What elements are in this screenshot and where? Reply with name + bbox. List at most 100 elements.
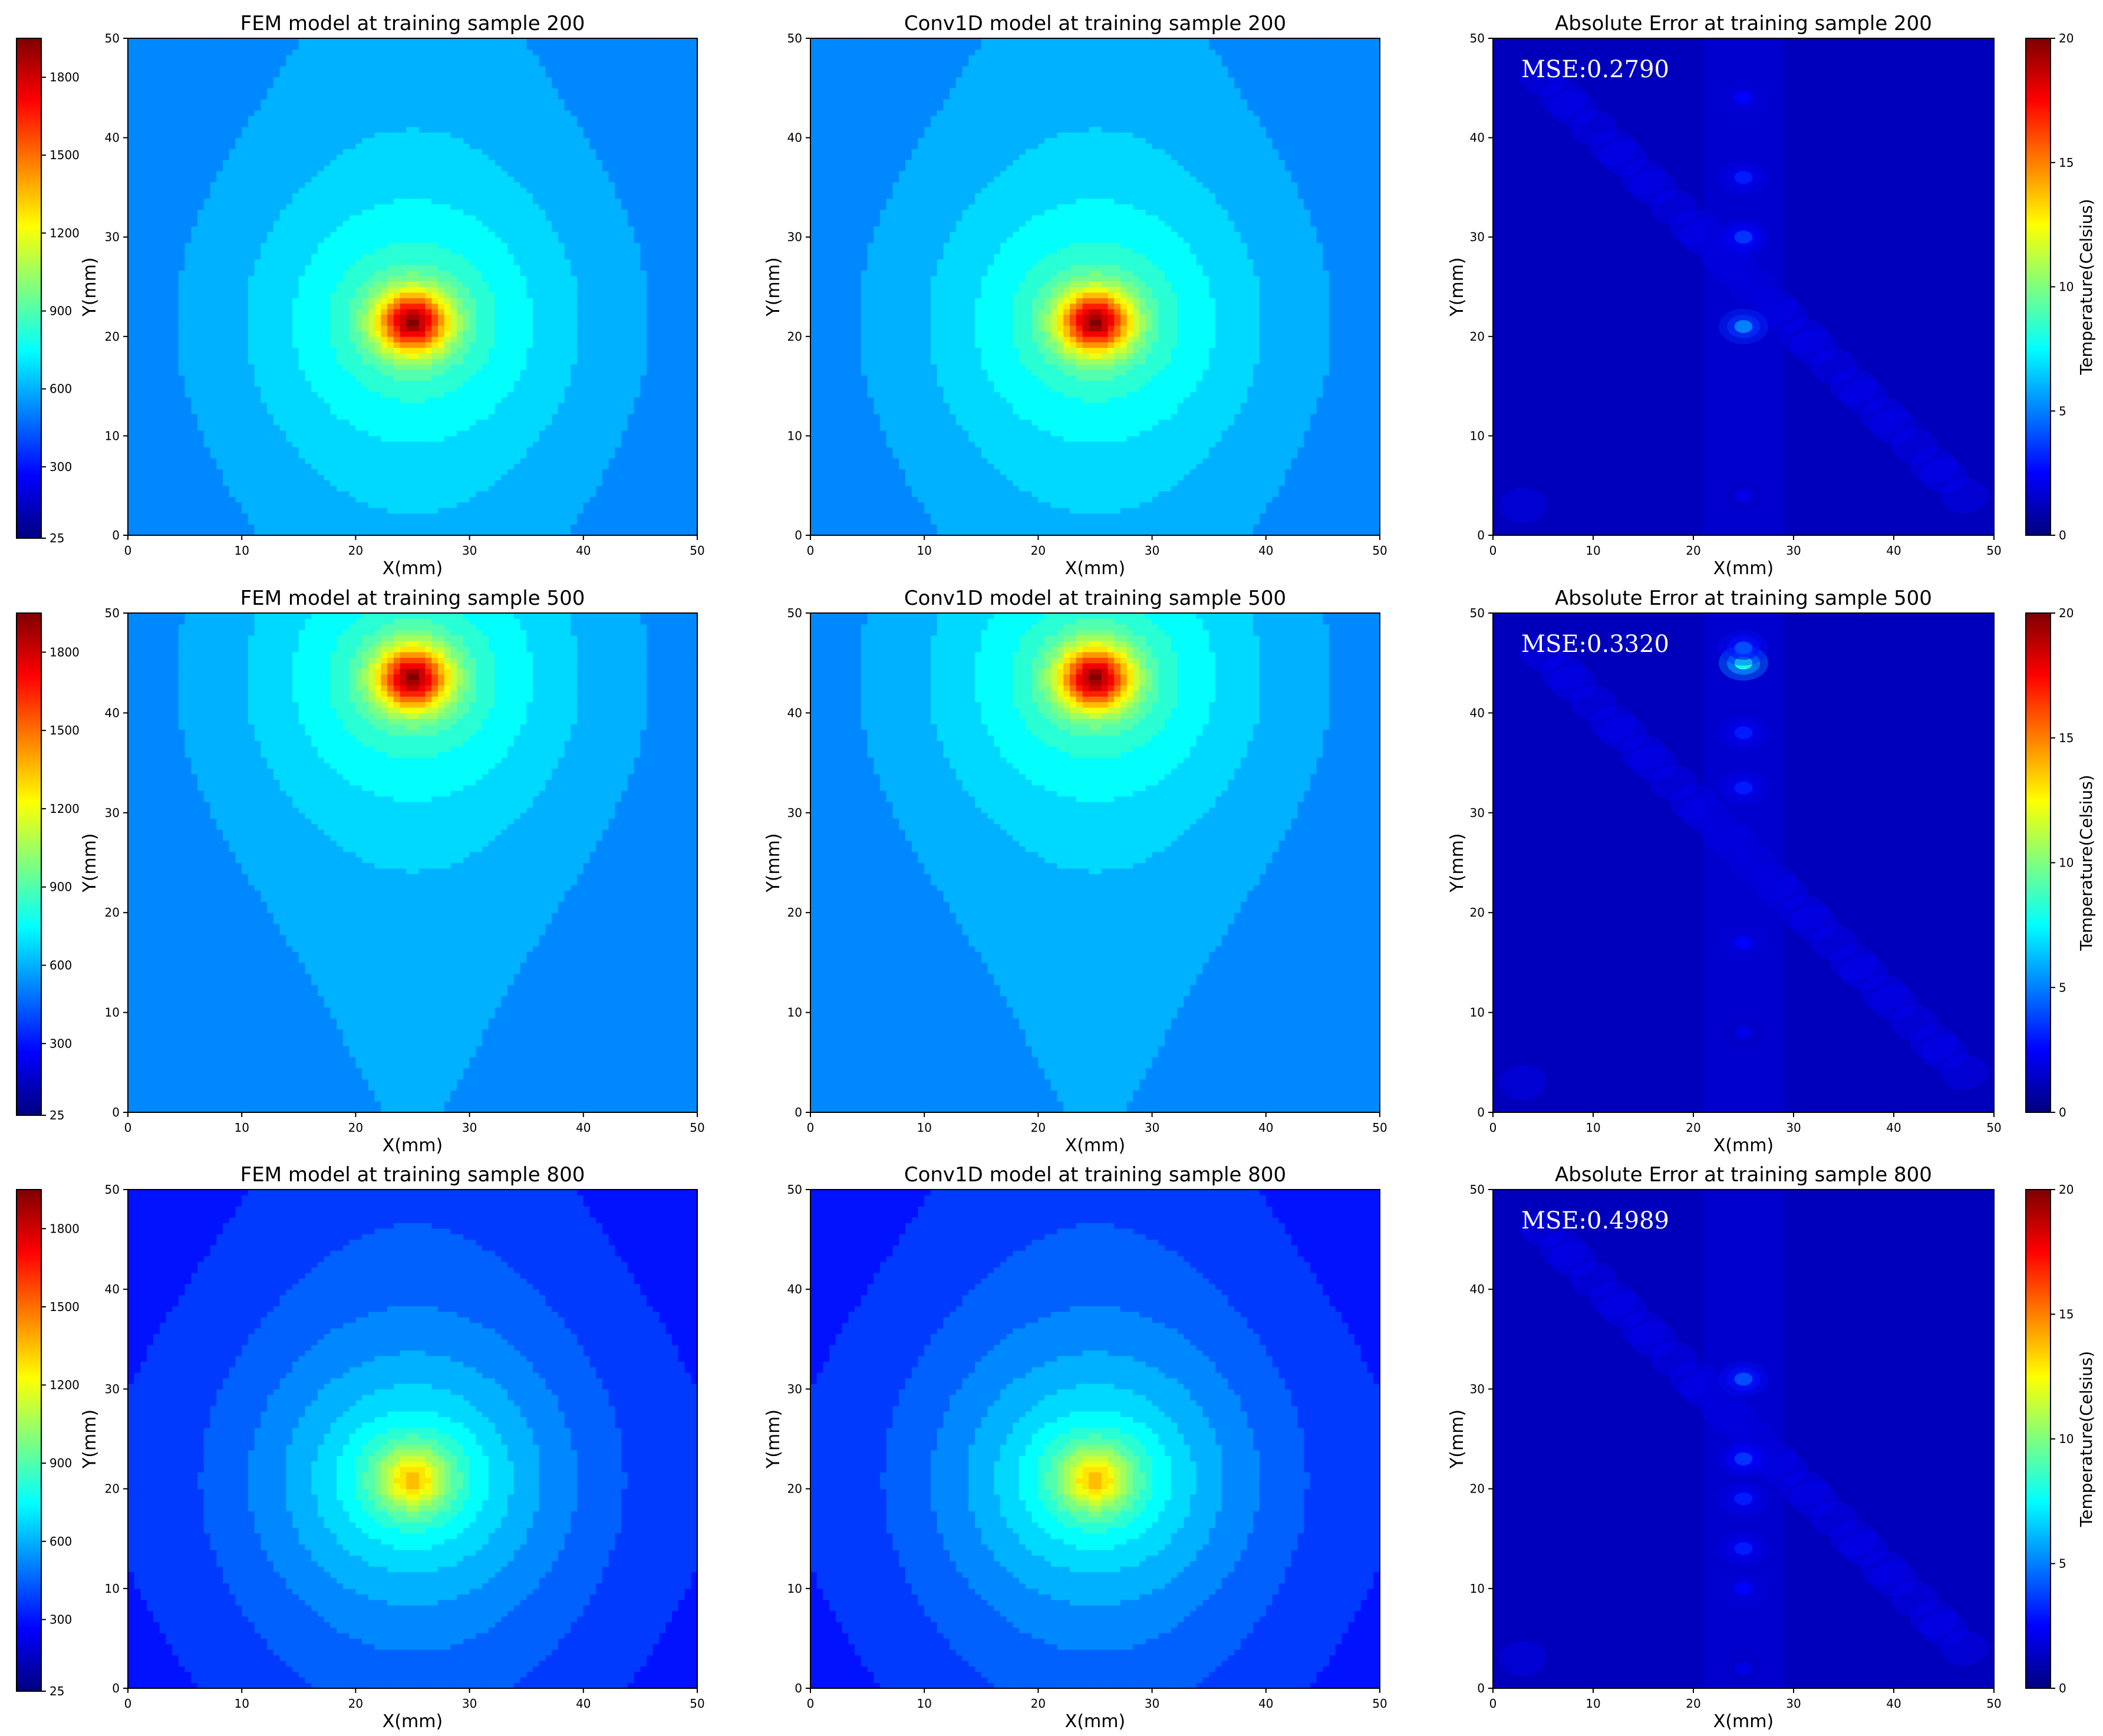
- heatmap-cell: [147, 391, 154, 398]
- heatmap-cell: [242, 55, 249, 61]
- heatmap-cell: [393, 187, 401, 193]
- heatmap-cell: [437, 529, 445, 535]
- heatmap-cell: [242, 364, 249, 370]
- heatmap-cell: [216, 452, 223, 459]
- heatmap-cell: [450, 502, 457, 508]
- heatmap-cell: [457, 524, 464, 531]
- heatmap-cell: [229, 259, 236, 265]
- heatmap-cell: [381, 209, 388, 216]
- heatmap-cell: [349, 513, 356, 519]
- heatmap-cell: [457, 187, 464, 193]
- heatmap-cell: [400, 82, 407, 88]
- heatmap-cell: [267, 496, 274, 503]
- heatmap-cell: [197, 286, 205, 293]
- heatmap-cell: [393, 165, 401, 172]
- heatmap-cell: [463, 165, 470, 172]
- heatmap-cell: [450, 55, 457, 61]
- heatmap-cell: [166, 430, 173, 436]
- heatmap-cell: [267, 259, 274, 265]
- heatmap-cell: [191, 104, 198, 111]
- heatmap-cell: [457, 154, 464, 160]
- heatmap-cell: [476, 292, 483, 298]
- heatmap-cell: [318, 93, 325, 100]
- heatmap-cell: [431, 182, 439, 188]
- heatmap-cell: [128, 336, 135, 342]
- heatmap-cell: [248, 298, 255, 304]
- heatmap-cell: [362, 391, 369, 398]
- heatmap-cell: [450, 298, 457, 304]
- heatmap-cell: [457, 469, 464, 475]
- heatmap-cell: [203, 154, 211, 160]
- heatmap-cell: [248, 49, 255, 55]
- heatmap-cell: [248, 457, 255, 464]
- heatmap-cell: [413, 457, 420, 464]
- heatmap-cell: [128, 342, 135, 348]
- heatmap-cell: [184, 132, 192, 139]
- heatmap-cell: [431, 248, 439, 254]
- heatmap-cell: [159, 314, 166, 321]
- heatmap-cell: [140, 248, 147, 254]
- heatmap-cell: [324, 370, 331, 375]
- heatmap-cell: [298, 270, 306, 276]
- heatmap-cell: [229, 170, 236, 177]
- heatmap-cell: [457, 253, 464, 260]
- heatmap-cell: [159, 60, 166, 67]
- heatmap-cell: [393, 308, 401, 315]
- heatmap-cell: [191, 469, 198, 475]
- heatmap-cell: [355, 513, 362, 519]
- heatmap-cell: [437, 298, 445, 304]
- heatmap-cell: [406, 375, 413, 381]
- heatmap-cell: [242, 265, 249, 271]
- heatmap-cell: [191, 165, 198, 172]
- heatmap-cell: [368, 65, 375, 72]
- heatmap-cell: [134, 198, 141, 205]
- heatmap-cell: [197, 413, 205, 420]
- heatmap-cell: [425, 82, 432, 88]
- heatmap-cell: [242, 270, 249, 276]
- heatmap-cell: [374, 518, 381, 525]
- heatmap-cell: [191, 286, 198, 293]
- heatmap-cell: [166, 149, 173, 155]
- heatmap-cell: [381, 226, 388, 232]
- heatmap-cell: [330, 508, 337, 514]
- heatmap-cell: [444, 358, 451, 365]
- heatmap-cell: [311, 452, 318, 459]
- heatmap-cell: [425, 298, 432, 304]
- heatmap-cell: [342, 419, 350, 426]
- heatmap-cell: [425, 469, 432, 475]
- heatmap-cell: [286, 110, 293, 116]
- heatmap-cell: [248, 193, 255, 199]
- heatmap-cell: [153, 364, 160, 370]
- heatmap-cell: [254, 49, 261, 55]
- heatmap-cell: [267, 193, 274, 199]
- heatmap-cell: [444, 508, 451, 514]
- heatmap-cell: [140, 170, 147, 177]
- heatmap-cell: [400, 286, 407, 293]
- heatmap-cell: [223, 193, 230, 199]
- heatmap-cell: [381, 275, 388, 282]
- heatmap-cell: [368, 165, 375, 172]
- heatmap-cell: [248, 336, 255, 342]
- heatmap-cell: [273, 187, 281, 193]
- heatmap-cell: [292, 49, 299, 55]
- heatmap-cell: [381, 424, 388, 431]
- heatmap-cell: [254, 502, 261, 508]
- heatmap-cell: [355, 193, 362, 199]
- heatmap-cell: [330, 187, 337, 193]
- heatmap-cell: [463, 82, 470, 88]
- heatmap-cell: [184, 253, 192, 260]
- heatmap-cell: [292, 441, 299, 447]
- heatmap-cell: [128, 215, 135, 221]
- heatmap-cell: [210, 215, 217, 221]
- heatmap-cell: [134, 170, 141, 177]
- heatmap-cell: [172, 93, 179, 100]
- heatmap-cell: [476, 347, 483, 354]
- heatmap-cell: [178, 204, 186, 210]
- heatmap-cell: [216, 259, 223, 265]
- heatmap-cell: [431, 149, 439, 155]
- heatmap-cell: [248, 182, 255, 188]
- heatmap-cell: [223, 253, 230, 260]
- heatmap-cell: [476, 325, 483, 332]
- heatmap-cell: [457, 237, 464, 243]
- heatmap-cell: [413, 88, 420, 94]
